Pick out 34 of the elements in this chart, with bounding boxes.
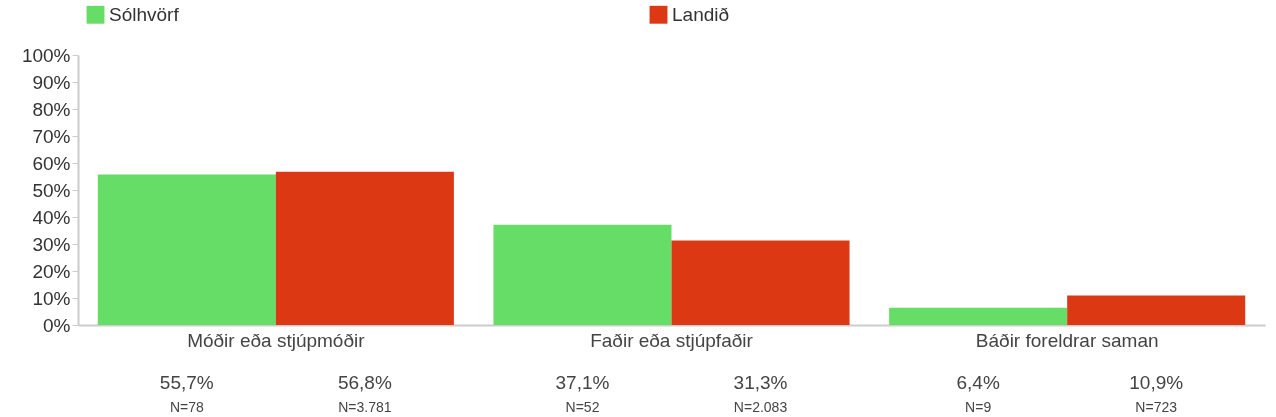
data-label: 10,9% <box>1129 372 1184 393</box>
y-tick-label: 30% <box>32 233 71 255</box>
y-tick-label: 70% <box>32 125 71 147</box>
y-tick-label: 60% <box>32 152 71 174</box>
bar <box>671 240 850 325</box>
x-tick-label: Báðir foreldrar saman <box>975 329 1159 351</box>
y-tick-label: 40% <box>32 206 71 228</box>
y-tick-label: 10% <box>32 287 71 309</box>
bar <box>97 174 276 325</box>
bar <box>493 224 672 325</box>
bar <box>1067 295 1246 325</box>
y-tick-label: 90% <box>32 71 71 93</box>
y-tick-label: 100% <box>21 44 71 66</box>
y-tick-label: 0% <box>43 314 71 336</box>
bar <box>889 307 1068 325</box>
y-tick-label: 20% <box>32 260 71 282</box>
y-tick-label: 50% <box>32 179 71 201</box>
data-label: 31,3% <box>733 372 788 393</box>
data-label: 55,7% <box>159 372 214 393</box>
x-tick-label: Faðir eða stjúpfaðir <box>590 329 754 351</box>
text: N=2.083 <box>733 399 788 415</box>
legend-label: Sólhvörf <box>109 3 180 25</box>
x-tick-label: Móðir eða stjúpmóðir <box>187 329 366 351</box>
text: N=52 <box>565 399 600 415</box>
bar <box>275 171 454 325</box>
text: N=78 <box>169 399 204 415</box>
data-label: 37,1% <box>555 372 610 393</box>
data-label: 6,4% <box>956 372 1000 393</box>
text: N=9 <box>965 399 992 415</box>
text: N=3.781 <box>338 399 392 415</box>
legend-label: Landið <box>672 3 730 25</box>
y-tick-label: 80% <box>32 98 71 120</box>
text: N=723 <box>1135 399 1178 415</box>
data-label: 56,8% <box>337 372 392 393</box>
